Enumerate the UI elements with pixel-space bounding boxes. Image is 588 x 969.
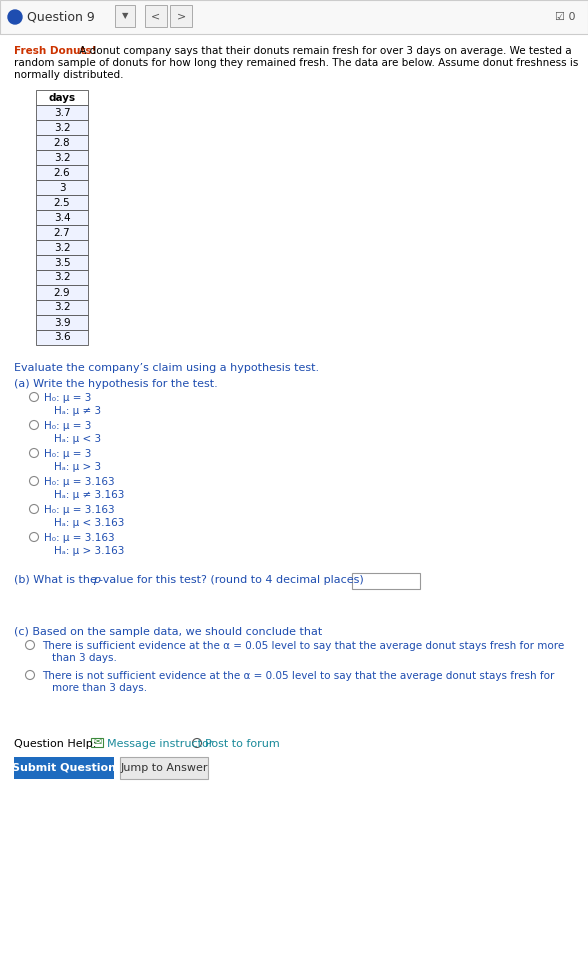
Circle shape: [192, 738, 202, 747]
Bar: [36, 150, 88, 165]
Circle shape: [25, 641, 35, 649]
Text: 3.2: 3.2: [54, 302, 71, 312]
Text: 2.9: 2.9: [54, 288, 71, 297]
Circle shape: [29, 533, 38, 542]
Text: 3.9: 3.9: [54, 318, 71, 328]
Text: Hₐ: μ ≠ 3: Hₐ: μ ≠ 3: [54, 406, 101, 416]
Bar: [36, 195, 88, 210]
Text: Evaluate the company’s claim using a hypothesis test.: Evaluate the company’s claim using a hyp…: [14, 363, 319, 373]
Bar: [36, 315, 88, 330]
Bar: [36, 270, 88, 285]
Bar: [352, 573, 420, 589]
Text: ▼: ▼: [122, 12, 128, 20]
Text: 3.2: 3.2: [54, 122, 71, 133]
Bar: [36, 135, 88, 150]
Text: 3.5: 3.5: [54, 258, 71, 267]
Text: <: <: [151, 11, 161, 21]
Text: more than 3 days.: more than 3 days.: [52, 683, 147, 693]
Text: normally distributed.: normally distributed.: [14, 70, 123, 80]
Text: (b) What is the: (b) What is the: [14, 575, 101, 585]
Text: Message instructor: Message instructor: [107, 739, 213, 749]
Circle shape: [25, 671, 35, 679]
Text: (a) Write the hypothesis for the test.: (a) Write the hypothesis for the test.: [14, 379, 218, 389]
Text: 2.5: 2.5: [54, 198, 71, 207]
Bar: [0, 34, 588, 35]
Bar: [36, 120, 88, 135]
Text: H₀: μ = 3: H₀: μ = 3: [44, 393, 91, 403]
Text: Fresh Donuts!: Fresh Donuts!: [14, 46, 96, 56]
Circle shape: [8, 10, 22, 24]
Circle shape: [29, 505, 38, 514]
Text: ✉: ✉: [93, 737, 101, 747]
Text: ☑ 0: ☑ 0: [555, 12, 576, 22]
Text: days: days: [48, 92, 76, 103]
Bar: [36, 105, 88, 120]
Bar: [36, 285, 88, 300]
Circle shape: [29, 421, 38, 429]
Text: random sample of donuts for how long they remained fresh. The data are below. As: random sample of donuts for how long the…: [14, 58, 579, 68]
Text: H₀: μ = 3: H₀: μ = 3: [44, 449, 91, 459]
Circle shape: [29, 449, 38, 457]
Text: 2.8: 2.8: [54, 138, 71, 147]
Bar: [36, 255, 88, 270]
Bar: [36, 300, 88, 315]
Text: -value for this test? (round to 4 decimal places): -value for this test? (round to 4 decima…: [99, 575, 364, 585]
Text: 3.2: 3.2: [54, 272, 71, 283]
Text: H₀: μ = 3: H₀: μ = 3: [44, 421, 91, 431]
Bar: [36, 225, 88, 240]
Circle shape: [29, 392, 38, 401]
Text: 3: 3: [59, 182, 65, 193]
Bar: [36, 165, 88, 180]
Text: Hₐ: μ > 3.163: Hₐ: μ > 3.163: [54, 546, 125, 556]
Bar: [145, 5, 167, 27]
Circle shape: [29, 477, 38, 485]
Text: H₀: μ = 3.163: H₀: μ = 3.163: [44, 505, 115, 515]
Text: (c) Based on the sample data, we should conclude that: (c) Based on the sample data, we should …: [14, 627, 322, 637]
Text: A donut company says that their donuts remain fresh for over 3 days on average. : A donut company says that their donuts r…: [76, 46, 572, 56]
Text: 3.4: 3.4: [54, 212, 71, 223]
Bar: [36, 90, 88, 105]
Text: There is not sufficient evidence at the α = 0.05 level to say that the average d: There is not sufficient evidence at the …: [42, 671, 554, 681]
Text: H₀: μ = 3.163: H₀: μ = 3.163: [44, 533, 115, 543]
Text: Hₐ: μ ≠ 3.163: Hₐ: μ ≠ 3.163: [54, 490, 125, 500]
Text: 2.6: 2.6: [54, 168, 71, 177]
Text: Question Help:: Question Help:: [14, 739, 96, 749]
Text: H₀: μ = 3.163: H₀: μ = 3.163: [44, 477, 115, 487]
Bar: [120, 757, 208, 779]
Text: Submit Question: Submit Question: [12, 763, 116, 773]
Bar: [14, 757, 114, 779]
Text: Jump to Answer: Jump to Answer: [121, 763, 208, 773]
Text: 3.2: 3.2: [54, 242, 71, 253]
Text: Hₐ: μ > 3: Hₐ: μ > 3: [54, 462, 101, 472]
Bar: [0, 0, 588, 34]
Text: 3.7: 3.7: [54, 108, 71, 117]
Bar: [36, 210, 88, 225]
Text: Question 9: Question 9: [27, 11, 95, 23]
Text: p: p: [93, 575, 100, 585]
Text: Hₐ: μ < 3: Hₐ: μ < 3: [54, 434, 101, 444]
Text: than 3 days.: than 3 days.: [52, 653, 117, 663]
Bar: [36, 330, 88, 345]
Text: >: >: [176, 11, 186, 21]
Text: There is sufficient evidence at the α = 0.05 level to say that the average donut: There is sufficient evidence at the α = …: [42, 641, 564, 651]
Bar: [36, 240, 88, 255]
Bar: [115, 5, 135, 27]
Text: Post to forum: Post to forum: [205, 739, 280, 749]
Text: 3.6: 3.6: [54, 332, 71, 342]
Text: 2.7: 2.7: [54, 228, 71, 237]
Bar: [36, 180, 88, 195]
Bar: [170, 5, 192, 27]
Text: 3.2: 3.2: [54, 152, 71, 163]
Text: Hₐ: μ < 3.163: Hₐ: μ < 3.163: [54, 518, 125, 528]
